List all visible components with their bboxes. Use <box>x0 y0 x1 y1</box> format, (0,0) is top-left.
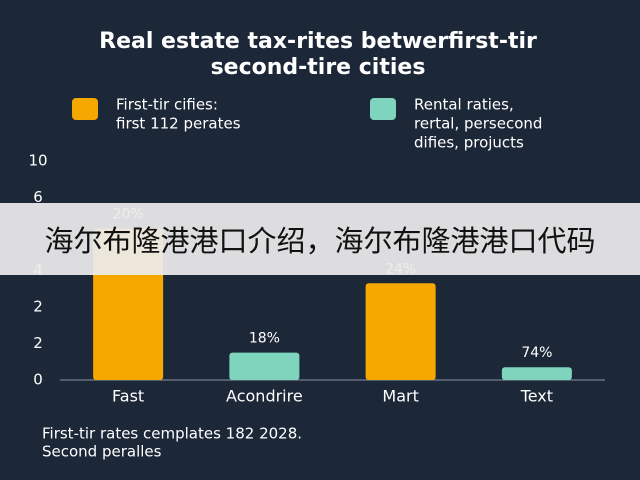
legend-label: Rental raties, <box>414 96 514 114</box>
overlay-text: 海尔布隆港港口介绍，海尔布隆港港口代码 <box>44 224 596 258</box>
footnote: First-tir rates cemplates 182 2028. <box>42 425 302 443</box>
bar <box>365 283 436 380</box>
footnote: Second peralles <box>42 443 162 461</box>
legend-label: difies, projucts <box>414 134 524 152</box>
legend-swatch <box>370 98 396 120</box>
x-tick-label: Acondrire <box>226 387 303 406</box>
bar <box>501 367 572 380</box>
x-tick-label: Fast <box>112 387 144 406</box>
legend-swatch <box>72 98 98 120</box>
x-tick-label: Mart <box>382 387 418 406</box>
y-tick-label: 0 <box>33 371 43 389</box>
bar-label: 18% <box>249 331 280 347</box>
x-tick-label: Text <box>520 387 553 406</box>
overlay-banner: 海尔布隆港港口介绍，海尔布隆港港口代码 <box>0 203 640 275</box>
bar-label: 74% <box>521 345 552 361</box>
legend-label: rertal, persecond <box>414 115 542 133</box>
legend-label: First-tir cifies: <box>116 96 218 114</box>
y-tick-label: 6 <box>33 188 43 206</box>
chart-title: Real estate tax-rites betwerfirst-tir <box>99 29 537 54</box>
legend-label: first 112 perates <box>116 115 241 133</box>
bar <box>229 352 300 380</box>
y-tick-label: 2 <box>33 334 43 352</box>
chart-title: second-tire cities <box>211 55 426 80</box>
y-tick-label: 10 <box>28 152 47 170</box>
y-tick-label: 2 <box>33 298 43 316</box>
